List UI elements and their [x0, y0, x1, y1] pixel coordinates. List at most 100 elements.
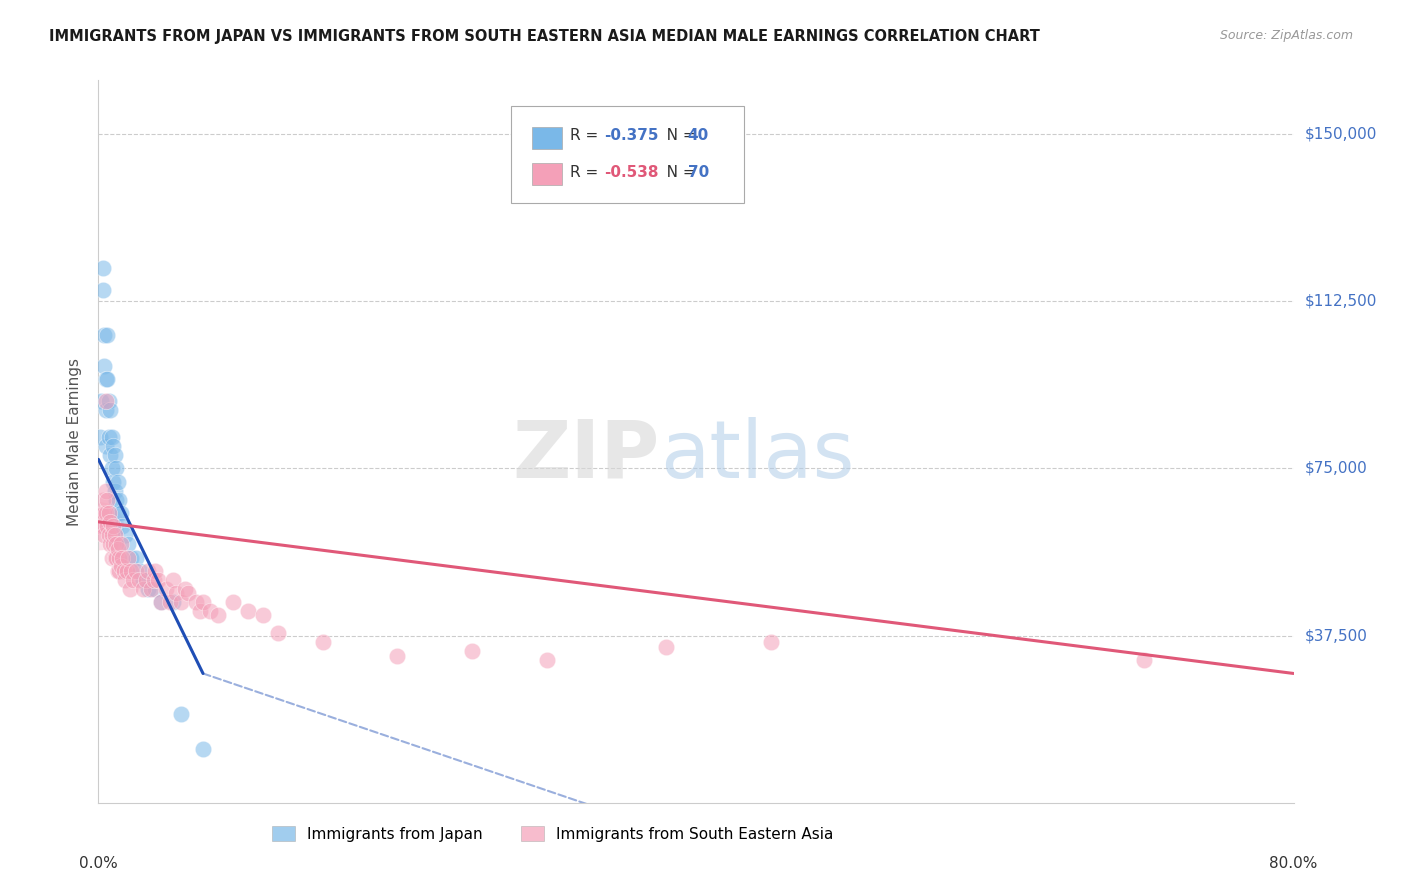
Y-axis label: Median Male Earnings: Median Male Earnings	[67, 358, 83, 525]
Text: R =: R =	[571, 128, 603, 144]
Point	[98, 515, 122, 529]
Point	[97, 506, 120, 520]
Point	[117, 537, 139, 551]
Point	[110, 506, 132, 520]
Point	[135, 573, 157, 587]
Point	[101, 461, 124, 475]
Point	[129, 564, 152, 578]
Point	[461, 644, 484, 658]
Point	[98, 403, 122, 417]
Point	[165, 586, 187, 600]
Point	[91, 283, 114, 297]
Point	[177, 586, 200, 600]
Point	[162, 595, 184, 609]
Point	[103, 439, 125, 453]
Point	[105, 461, 128, 475]
Point	[115, 564, 138, 578]
Point	[96, 372, 118, 386]
Point	[143, 564, 166, 578]
Point	[150, 595, 173, 609]
Point	[103, 475, 125, 489]
Point	[191, 595, 214, 609]
Point	[200, 604, 222, 618]
Point	[108, 550, 131, 565]
Point	[125, 550, 148, 565]
Point	[108, 564, 131, 578]
Text: 0.0%: 0.0%	[79, 856, 118, 871]
Point	[236, 604, 259, 618]
Point	[118, 582, 141, 596]
Point	[125, 564, 148, 578]
Point	[101, 550, 124, 565]
Point	[107, 541, 129, 556]
Point	[207, 608, 229, 623]
Point	[385, 648, 409, 663]
Point	[101, 528, 124, 542]
Point	[94, 439, 117, 453]
Point	[97, 394, 120, 409]
Point	[94, 372, 117, 386]
Point	[104, 483, 127, 498]
Text: -0.538: -0.538	[605, 164, 658, 179]
Point	[111, 519, 134, 533]
Point	[91, 492, 114, 507]
Point	[89, 519, 111, 533]
Text: Source: ZipAtlas.com: Source: ZipAtlas.com	[1219, 29, 1353, 42]
Point	[142, 573, 165, 587]
Point	[90, 394, 112, 409]
Point	[169, 706, 191, 721]
Point	[252, 608, 274, 623]
Point	[93, 327, 115, 342]
Point	[174, 582, 197, 596]
Point	[94, 403, 117, 417]
Point	[120, 550, 142, 565]
Point	[105, 492, 128, 507]
Point	[108, 492, 131, 507]
Point	[114, 528, 136, 542]
Point	[188, 604, 211, 618]
Point	[222, 595, 245, 609]
Text: ZIP: ZIP	[513, 417, 661, 495]
Point	[111, 550, 134, 565]
Point	[98, 537, 122, 551]
Point	[184, 595, 207, 609]
Text: R =: R =	[571, 164, 603, 179]
Legend: Immigrants from Japan, Immigrants from South Eastern Asia: Immigrants from Japan, Immigrants from S…	[264, 818, 841, 849]
Point	[105, 550, 128, 565]
Point	[93, 528, 115, 542]
FancyBboxPatch shape	[510, 105, 744, 203]
Point	[120, 564, 142, 578]
Point	[536, 653, 558, 667]
Point	[107, 475, 129, 489]
Point	[136, 564, 159, 578]
Point	[89, 430, 111, 444]
Text: $150,000: $150,000	[1305, 127, 1376, 141]
Point	[143, 582, 166, 596]
Point	[132, 582, 155, 596]
Point	[311, 635, 333, 649]
Point	[96, 519, 118, 533]
Text: 70: 70	[688, 164, 709, 179]
Point	[104, 528, 127, 542]
Text: $75,000: $75,000	[1305, 461, 1368, 475]
Point	[110, 559, 132, 574]
Point	[114, 573, 136, 587]
Text: 80.0%: 80.0%	[1270, 856, 1317, 871]
Point	[103, 519, 125, 533]
Point	[90, 506, 112, 520]
Text: -0.375: -0.375	[605, 128, 658, 144]
Point	[162, 573, 184, 587]
Text: IMMIGRANTS FROM JAPAN VS IMMIGRANTS FROM SOUTH EASTERN ASIA MEDIAN MALE EARNINGS: IMMIGRANTS FROM JAPAN VS IMMIGRANTS FROM…	[49, 29, 1040, 44]
Point	[759, 635, 782, 649]
Point	[105, 537, 128, 551]
Text: atlas: atlas	[661, 417, 855, 495]
Point	[107, 506, 129, 520]
Point	[93, 359, 115, 373]
Point	[169, 595, 191, 609]
Point	[110, 537, 132, 551]
Point	[89, 519, 111, 533]
Point	[139, 582, 162, 596]
Point	[155, 582, 177, 596]
Point	[94, 394, 117, 409]
Point	[101, 430, 124, 444]
